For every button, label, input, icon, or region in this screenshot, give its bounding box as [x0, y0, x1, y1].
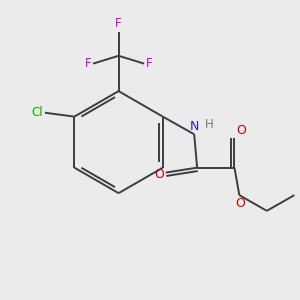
Text: O: O	[154, 168, 164, 181]
Text: H: H	[205, 118, 214, 131]
Text: F: F	[146, 57, 153, 70]
Text: N: N	[190, 120, 199, 133]
Text: O: O	[236, 124, 246, 137]
Text: O: O	[236, 197, 245, 210]
Text: Cl: Cl	[32, 106, 43, 119]
Text: F: F	[85, 57, 91, 70]
Text: F: F	[115, 17, 122, 30]
